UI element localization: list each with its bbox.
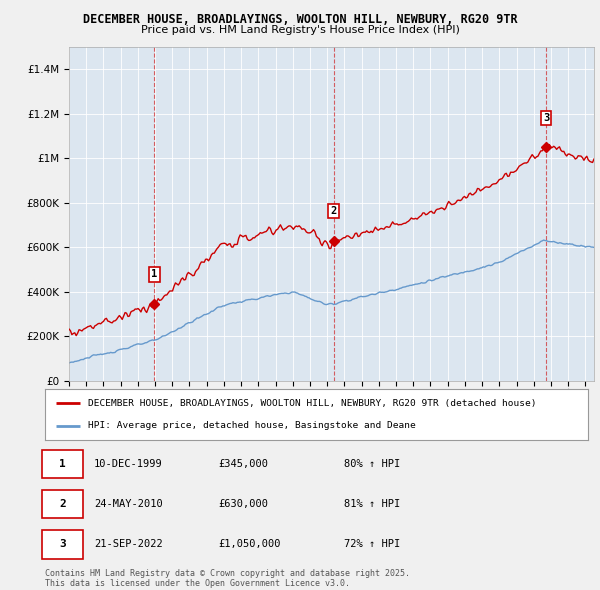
FancyBboxPatch shape bbox=[42, 530, 83, 559]
Text: 1: 1 bbox=[59, 459, 66, 469]
Text: 3: 3 bbox=[543, 113, 549, 123]
Text: £630,000: £630,000 bbox=[219, 499, 269, 509]
Text: 10-DEC-1999: 10-DEC-1999 bbox=[94, 459, 163, 469]
Text: £1,050,000: £1,050,000 bbox=[219, 539, 281, 549]
FancyBboxPatch shape bbox=[42, 490, 83, 519]
Text: £345,000: £345,000 bbox=[219, 459, 269, 469]
Text: HPI: Average price, detached house, Basingstoke and Deane: HPI: Average price, detached house, Basi… bbox=[88, 421, 416, 430]
Text: 1: 1 bbox=[151, 270, 157, 280]
FancyBboxPatch shape bbox=[42, 450, 83, 478]
Text: 21-SEP-2022: 21-SEP-2022 bbox=[94, 539, 163, 549]
Text: Price paid vs. HM Land Registry's House Price Index (HPI): Price paid vs. HM Land Registry's House … bbox=[140, 25, 460, 35]
Text: 2: 2 bbox=[59, 499, 66, 509]
Text: DECEMBER HOUSE, BROADLAYINGS, WOOLTON HILL, NEWBURY, RG20 9TR (detached house): DECEMBER HOUSE, BROADLAYINGS, WOOLTON HI… bbox=[88, 399, 537, 408]
Text: DECEMBER HOUSE, BROADLAYINGS, WOOLTON HILL, NEWBURY, RG20 9TR: DECEMBER HOUSE, BROADLAYINGS, WOOLTON HI… bbox=[83, 13, 517, 26]
Text: 72% ↑ HPI: 72% ↑ HPI bbox=[344, 539, 400, 549]
Text: 81% ↑ HPI: 81% ↑ HPI bbox=[344, 499, 400, 509]
Text: 80% ↑ HPI: 80% ↑ HPI bbox=[344, 459, 400, 469]
Text: 3: 3 bbox=[59, 539, 66, 549]
Text: 2: 2 bbox=[331, 206, 337, 216]
Text: Contains HM Land Registry data © Crown copyright and database right 2025.
This d: Contains HM Land Registry data © Crown c… bbox=[45, 569, 410, 588]
Text: 24-MAY-2010: 24-MAY-2010 bbox=[94, 499, 163, 509]
